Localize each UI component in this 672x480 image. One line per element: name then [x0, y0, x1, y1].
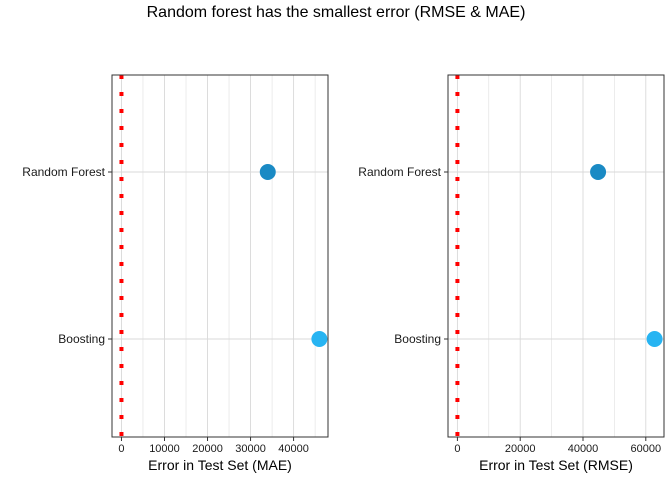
x-tick-label: 20000 — [505, 443, 536, 455]
panel-mae: Boosting Random Forest 0 10000 20000 30000 400… — [22, 74, 329, 473]
category-label: Random Forest — [22, 165, 105, 179]
x-tick-label: 0 — [454, 443, 460, 455]
data-point-random-forest — [590, 164, 607, 180]
x-tick-label: 0 — [118, 443, 124, 455]
category-label: Boosting — [58, 332, 105, 346]
x-tick-label: 20000 — [192, 443, 223, 455]
x-tick-label: 10000 — [149, 443, 180, 455]
x-tick-label: 60000 — [630, 443, 661, 455]
x-axis-title: Error in Test Set (MAE) — [148, 457, 292, 473]
x-tick-label: 40000 — [568, 443, 599, 455]
data-point-random-forest — [259, 164, 276, 180]
panel-border — [447, 74, 665, 438]
x-tick-label: 30000 — [235, 443, 266, 455]
x-axis-title: Error in Test Set (RMSE) — [479, 457, 633, 473]
chart-panels: Boosting Random Forest 0 10000 20000 30000 400… — [22, 74, 665, 473]
panel-border — [111, 74, 329, 438]
data-point-boosting — [311, 331, 328, 347]
category-label: Boosting — [394, 332, 441, 346]
chart-title: Random forest has the smallest error (RM… — [147, 4, 526, 21]
category-label: Random Forest — [358, 165, 441, 179]
x-tick-label: 40000 — [278, 443, 309, 455]
data-point-boosting — [646, 331, 663, 347]
panel-rmse: Boosting Random Forest 0 20000 40000 60000 Err… — [358, 74, 665, 473]
